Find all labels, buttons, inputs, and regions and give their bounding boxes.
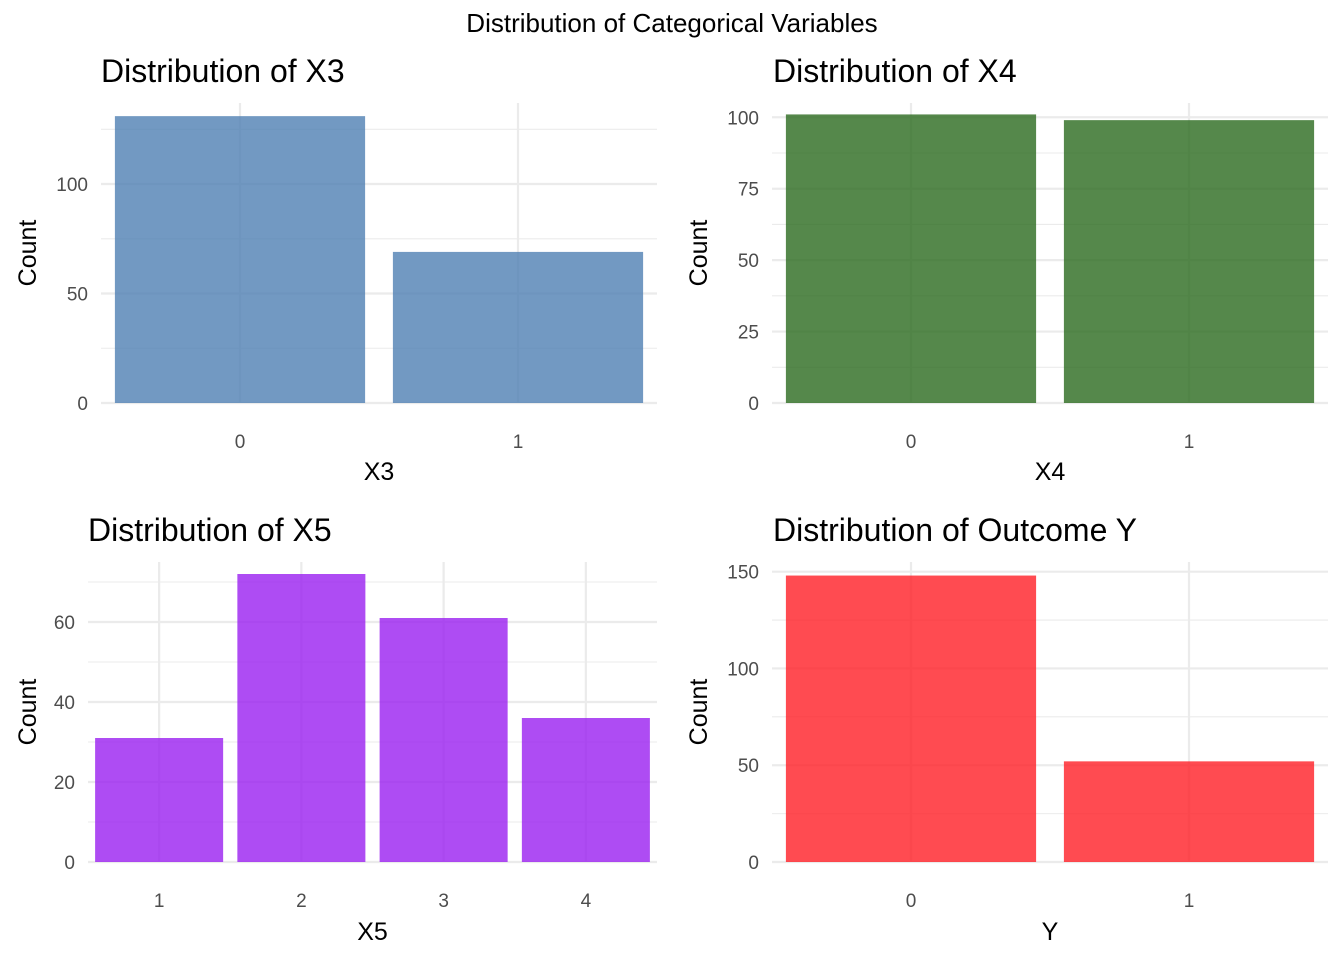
y-tick-label: 25: [738, 323, 759, 344]
y-tick-label: 60: [54, 613, 75, 634]
x-tick-label: 0: [906, 891, 917, 912]
chart-panel-1: 0 25 50 75 100 0 1 Distribution of X4 X4 Count: [685, 53, 1328, 486]
bar-1: [1063, 120, 1315, 404]
y-tick-label: 40: [54, 693, 75, 714]
bar-0: [785, 575, 1037, 862]
x-tick-label: 0: [235, 432, 246, 453]
x-tick-label: 2: [296, 891, 307, 912]
panel-title: Distribution of Outcome Y: [773, 512, 1137, 548]
y-tick-label: 0: [748, 394, 759, 415]
bar-0: [785, 114, 1037, 403]
x-tick-label: 4: [581, 891, 592, 912]
x-axis-title: X4: [1035, 458, 1066, 486]
y-axis-title: Count: [685, 220, 713, 287]
y-tick-label: 50: [738, 251, 759, 272]
x-tick-label: 1: [1184, 432, 1195, 453]
y-tick-label: 50: [67, 285, 88, 306]
panel-title: Distribution of X4: [773, 53, 1017, 89]
x-tick-label: 0: [906, 432, 917, 453]
y-tick-label: 0: [748, 853, 759, 874]
y-tick-label: 0: [77, 394, 88, 415]
x-tick-label: 1: [1184, 891, 1195, 912]
panel-title: Distribution of X3: [101, 53, 345, 89]
bar-3: [379, 618, 508, 862]
x-tick-label: 1: [513, 432, 524, 453]
y-tick-label: 20: [54, 773, 75, 794]
bar-2: [237, 574, 366, 862]
bar-1: [1063, 761, 1315, 862]
bar-1: [95, 738, 224, 862]
x-tick-label: 3: [438, 891, 449, 912]
y-tick-label: 100: [56, 175, 88, 196]
chart-panel-0: 0 50 100 0 1 Distribution of X3 X3 Count: [14, 53, 657, 486]
y-tick-label: 100: [727, 108, 759, 129]
y-axis-title: Count: [685, 679, 713, 746]
y-tick-label: 150: [727, 563, 759, 584]
y-tick-label: 0: [64, 853, 75, 874]
chart-panel-3: 0 50 100 150 0 1 Distribution of Outcome Y Y Cou…: [685, 512, 1328, 946]
y-tick-label: 50: [738, 756, 759, 777]
x-axis-title: X5: [357, 918, 388, 946]
bar-4: [521, 718, 650, 862]
y-tick-label: 100: [727, 659, 759, 680]
bar-1: [392, 251, 644, 403]
x-axis-title: Y: [1042, 918, 1059, 946]
y-axis-title: Count: [14, 220, 42, 287]
y-axis-title: Count: [14, 679, 42, 746]
chart-panel-2: 0 20 40 60 1 2 3 4 Distribution of X5 X5 Count: [14, 512, 657, 946]
y-tick-label: 75: [738, 180, 759, 201]
x-axis-title: X3: [364, 458, 395, 486]
panel-title: Distribution of X5: [88, 512, 332, 548]
figure-title: Distribution of Categorical Variables: [466, 8, 877, 38]
bar-0: [114, 116, 366, 404]
x-tick-label: 1: [154, 891, 165, 912]
